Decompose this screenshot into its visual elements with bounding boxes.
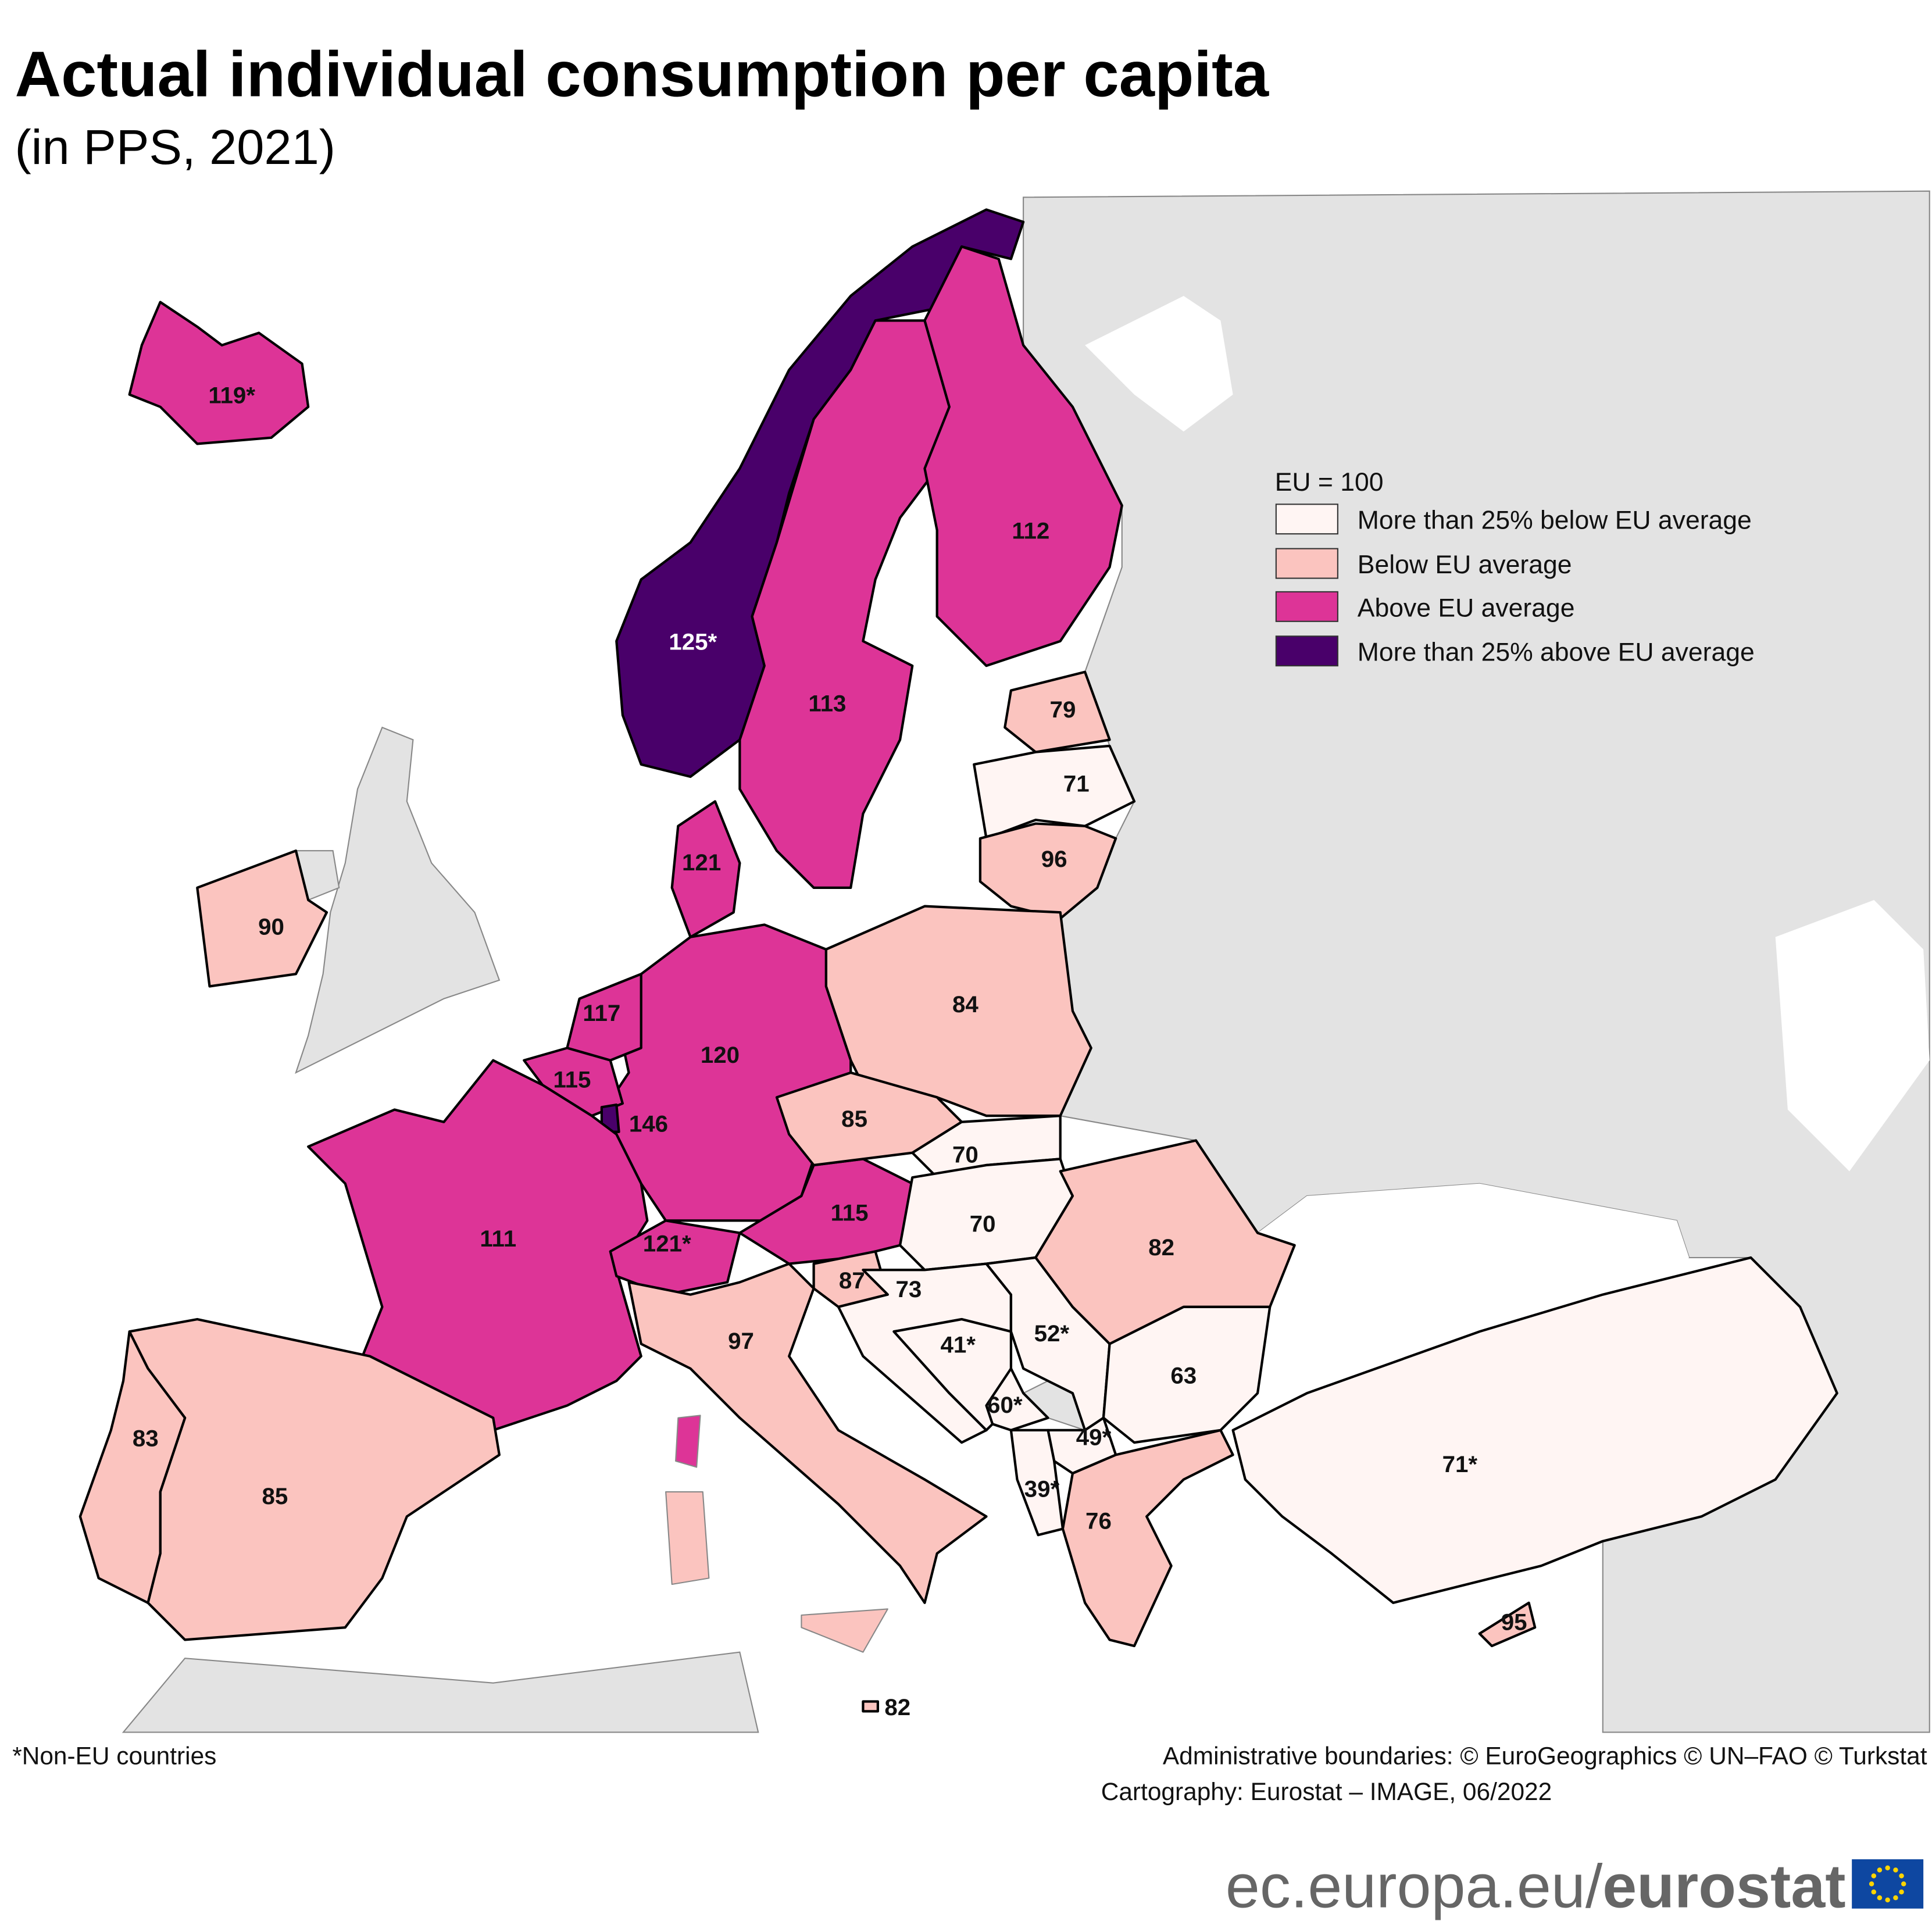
- credits-cartography: Cartography: Eurostat – IMAGE, 06/2022: [1101, 1778, 1552, 1805]
- value-label: 121: [682, 849, 721, 876]
- value-label: 49*: [1076, 1424, 1112, 1450]
- value-label: 125*: [669, 629, 717, 655]
- credits-boundaries: Administrative boundaries: © EuroGeograp…: [1163, 1742, 1927, 1770]
- legend-label: Above EU average: [1358, 594, 1575, 622]
- value-label: 96: [1041, 846, 1067, 872]
- value-label: 82: [884, 1694, 910, 1720]
- value-label: 71: [1063, 770, 1090, 797]
- flag-star: [1869, 1881, 1874, 1887]
- region-france-corsica[interactable]: [675, 1415, 701, 1468]
- value-label: 121*: [643, 1230, 691, 1256]
- flag-star: [1899, 1873, 1904, 1879]
- legend: EU = 100 More than 25% below EU average …: [1275, 468, 1755, 667]
- legend-label: More than 25% below EU average: [1358, 506, 1752, 535]
- value-label: 97: [728, 1328, 754, 1354]
- region-italy[interactable]: [627, 1262, 988, 1604]
- region-turkey[interactable]: [1231, 1256, 1838, 1604]
- value-label: 146: [629, 1111, 668, 1137]
- value-label: 73: [895, 1276, 922, 1302]
- flag-star: [1877, 1895, 1883, 1901]
- value-label: 39*: [1024, 1476, 1060, 1502]
- value-label: 70: [952, 1142, 979, 1168]
- value-label: 111: [480, 1226, 516, 1252]
- value-label: 119*: [208, 382, 255, 408]
- region-norway[interactable]: [615, 208, 1025, 778]
- non-eu-footnote: *Non-EU countries: [12, 1742, 216, 1770]
- value-label: 79: [1050, 697, 1076, 723]
- region-bulgaria[interactable]: [1102, 1305, 1272, 1444]
- value-label: 120: [701, 1042, 740, 1068]
- eurostat-url[interactable]: ec.europa.eu/eurostat: [1226, 1852, 1846, 1921]
- region-italy-sicily[interactable]: [801, 1608, 888, 1653]
- region-italy-sardinia[interactable]: [665, 1491, 710, 1585]
- region-finland[interactable]: [923, 245, 1123, 667]
- value-label: 115: [553, 1066, 591, 1092]
- eu-flag-icon: [1852, 1859, 1924, 1909]
- page-subtitle: (in PPS, 2021): [15, 119, 335, 174]
- region-malta[interactable]: [862, 1700, 879, 1713]
- value-label: 117: [583, 1000, 620, 1026]
- value-label: 52*: [1034, 1320, 1070, 1347]
- region-cyprus[interactable]: [1478, 1601, 1537, 1648]
- flag-star: [1901, 1881, 1906, 1887]
- flag-star: [1893, 1895, 1898, 1901]
- value-label: 95: [1501, 1609, 1527, 1635]
- map-area: 119* 125* 113 112 79 71 96 84 120 121 11…: [0, 190, 1932, 1733]
- flag-star: [1885, 1897, 1890, 1903]
- value-label: 83: [133, 1425, 159, 1451]
- flag-star: [1899, 1889, 1904, 1895]
- region-iceland[interactable]: [128, 301, 310, 445]
- region-netherlands[interactable]: [566, 973, 642, 1062]
- value-labels: 119* 125* 113 112 79 71 96 84 120 121 11…: [133, 382, 1527, 1720]
- value-label: 113: [808, 691, 846, 717]
- eurostat-link[interactable]: ec.europa.eu/eurostat: [1226, 1852, 1846, 1921]
- region-ireland[interactable]: [196, 849, 328, 988]
- region-greece[interactable]: [1061, 1429, 1234, 1648]
- page-title: Actual individual consumption per capita: [15, 38, 1269, 110]
- value-label: 60*: [987, 1392, 1023, 1418]
- legend-swatch: [1275, 591, 1338, 622]
- legend-swatch: [1275, 548, 1338, 579]
- legend-swatch: [1275, 635, 1338, 667]
- region-france[interactable]: [307, 1059, 649, 1432]
- value-label: 90: [258, 913, 284, 940]
- non-eu-land-uk: [295, 726, 501, 1074]
- flag-star: [1877, 1867, 1883, 1873]
- flag-star: [1871, 1873, 1877, 1879]
- region-montenegro[interactable]: [985, 1367, 1049, 1432]
- non-eu-land-north-africa: [122, 1651, 759, 1733]
- region-switzerland[interactable]: [609, 1219, 741, 1296]
- value-label: 85: [841, 1106, 867, 1132]
- value-label: 41*: [940, 1331, 976, 1358]
- region-lithuania[interactable]: [979, 822, 1117, 920]
- flag-star: [1885, 1865, 1890, 1870]
- flag-star: [1893, 1867, 1898, 1873]
- value-label: 76: [1085, 1508, 1112, 1534]
- white-sea: [1085, 295, 1233, 432]
- legend-label: Below EU average: [1358, 551, 1572, 579]
- region-sweden[interactable]: [738, 319, 951, 889]
- caspian-sea: [1775, 900, 1930, 1172]
- value-label: 70: [970, 1210, 996, 1237]
- value-label: 71*: [1442, 1451, 1478, 1477]
- flag-star: [1871, 1889, 1877, 1895]
- value-label: 84: [952, 991, 979, 1017]
- legend-swatch: [1275, 503, 1338, 535]
- value-label: 87: [839, 1267, 865, 1294]
- value-label: 115: [831, 1199, 869, 1226]
- black-sea: [1258, 1183, 1690, 1381]
- value-label: 63: [1170, 1362, 1197, 1388]
- value-label: 85: [262, 1483, 288, 1509]
- region-denmark[interactable]: [670, 800, 741, 938]
- legend-label: More than 25% above EU average: [1358, 638, 1755, 667]
- region-portugal[interactable]: [78, 1330, 187, 1604]
- value-label: 112: [1012, 518, 1049, 544]
- legend-title: EU = 100: [1275, 468, 1384, 497]
- value-label: 82: [1148, 1234, 1174, 1260]
- region-estonia[interactable]: [1004, 670, 1111, 753]
